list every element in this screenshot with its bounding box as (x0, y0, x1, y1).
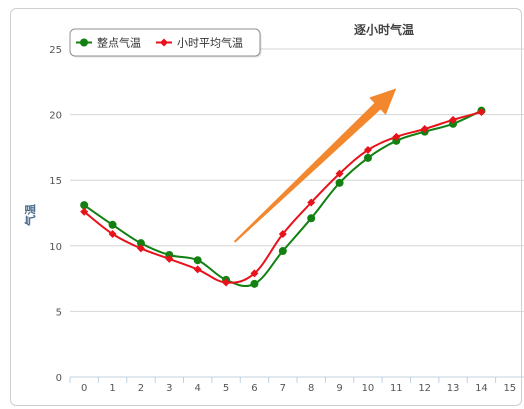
y-tick-label-20: 20 (49, 111, 62, 122)
x-tick-label-4: 4 (195, 383, 201, 394)
point-s2-x5[interactable] (222, 278, 231, 287)
x-tick-label-10: 10 (362, 383, 375, 394)
annotation-layer (233, 88, 397, 243)
point-s1-x0[interactable] (80, 201, 89, 210)
legend-item-2[interactable]: 小时平均气温 (156, 36, 243, 50)
series-layer (80, 106, 486, 288)
point-s2-x9[interactable] (335, 169, 344, 178)
point-s2-x0[interactable] (80, 207, 89, 216)
point-s1-x9[interactable] (335, 178, 344, 187)
x-tick-label-0: 0 (81, 383, 87, 394)
x-tick-label-15: 15 (503, 383, 516, 394)
point-s1-x10[interactable] (363, 153, 372, 162)
legend-marker-1 (80, 38, 88, 47)
point-s2-x10[interactable] (363, 146, 372, 155)
point-s2-x8[interactable] (307, 198, 316, 207)
legend-label-2: 小时平均气温 (177, 36, 243, 50)
y-tick-label-5: 5 (56, 307, 62, 318)
point-s2-x13[interactable] (449, 115, 458, 124)
series-1 (80, 106, 486, 288)
legend-marker-2 (160, 38, 168, 47)
point-s2-x12[interactable] (420, 125, 429, 134)
y-tick-label-0: 0 (56, 373, 62, 384)
x-tick-label-12: 12 (418, 383, 431, 394)
legend-label-1: 整点气温 (97, 36, 141, 50)
point-s1-x2[interactable] (136, 239, 145, 248)
x-tick-label-9: 9 (336, 383, 342, 394)
point-s2-x4[interactable] (193, 265, 202, 274)
trend-arrow (233, 88, 397, 243)
point-s1-x1[interactable] (108, 220, 117, 229)
x-tick-label-8: 8 (308, 383, 314, 394)
legend-item-1[interactable]: 整点气温 (76, 36, 141, 50)
x-tick-label-7: 7 (280, 383, 286, 394)
point-s1-x6[interactable] (250, 279, 259, 288)
y-axis-label: 气温 (23, 204, 37, 227)
point-s1-x4[interactable] (193, 256, 202, 265)
point-s2-x11[interactable] (392, 132, 401, 141)
x-tick-label-5: 5 (223, 383, 229, 394)
point-s2-x1[interactable] (108, 229, 117, 238)
chart-title: 逐小时气温 (354, 22, 414, 37)
x-tick-label-3: 3 (166, 383, 172, 394)
x-tick-label-6: 6 (251, 383, 257, 394)
point-s2-x7[interactable] (278, 229, 287, 238)
point-s1-x8[interactable] (307, 214, 316, 223)
x-tick-label-14: 14 (475, 383, 488, 394)
x-tick-label-11: 11 (390, 383, 403, 394)
x-tick-label-1: 1 (109, 383, 115, 394)
y-tick-label-25: 25 (49, 45, 62, 56)
point-s2-x3[interactable] (165, 254, 174, 263)
x-tick-label-13: 13 (447, 383, 460, 394)
x-tick-label-2: 2 (138, 383, 144, 394)
chart-frame (10, 8, 522, 406)
y-tick-label-15: 15 (49, 176, 62, 187)
point-s2-x6[interactable] (250, 269, 259, 278)
y-tick-label-10: 10 (49, 242, 62, 253)
point-s2-x2[interactable] (136, 244, 145, 253)
series-2 (80, 107, 486, 287)
legend[interactable]: 整点气温 小时平均气温 (69, 28, 262, 58)
point-s2-x14[interactable] (477, 107, 486, 116)
point-s1-x7[interactable] (278, 247, 287, 256)
